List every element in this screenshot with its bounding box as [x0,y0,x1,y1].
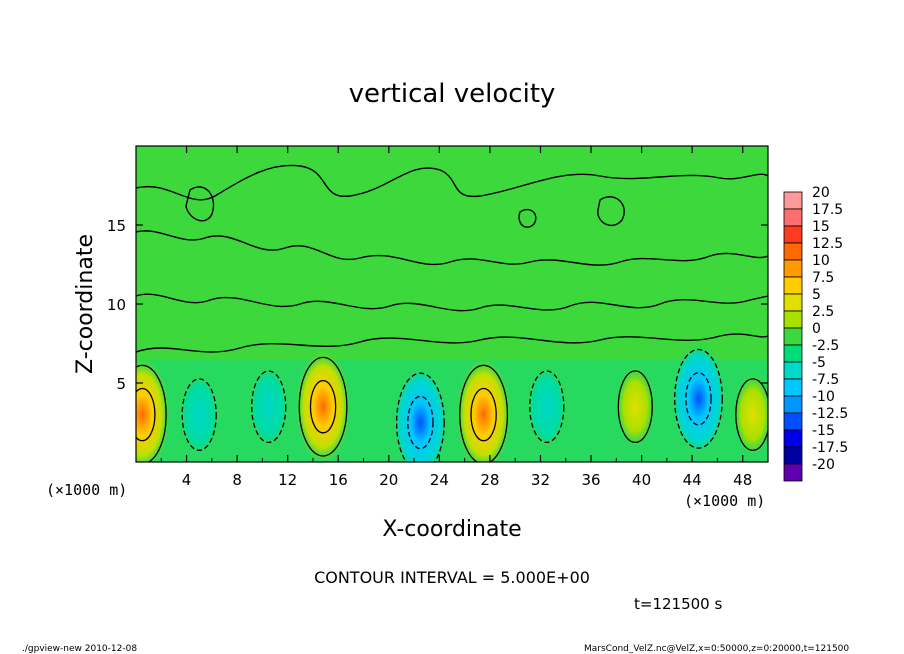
x-tick-label: 16 [329,471,348,489]
velocity-cells [136,340,768,462]
contour-line [529,370,565,444]
y-axis-ticks: 5 10 15 [107,217,768,393]
velocity-cell [392,364,449,462]
colorbar-swatch [783,191,803,210]
y-axis-unit: (×1000 m) [46,481,127,499]
colorbar-swatch [783,276,803,295]
colorbar: 2017.51512.5107.552.50-2.5-5-7.5-10-12.5… [783,185,848,482]
colorbar-swatch [783,327,803,346]
colorbar-label: 17.5 [812,202,843,218]
velocity-cell [455,356,512,462]
x-tick-label: 8 [232,471,242,489]
x-tick-label: 36 [581,471,600,489]
contour-line [395,372,445,462]
cyan-band [136,360,768,462]
colorbar-label: -17.5 [812,440,848,456]
x-tick-label: 4 [182,471,192,489]
x-axis-title: X-coordinate [382,517,521,542]
colorbar-swatch [783,310,803,329]
contour-line [298,356,348,457]
colorbar-label: -12.5 [812,406,848,422]
x-tick-label: 24 [430,471,449,489]
colorbar-label: -5 [812,355,826,371]
x-tick-label: 48 [733,471,752,489]
contour-line [181,378,217,451]
contour-line-inner [470,387,497,442]
contour-line-inner [309,379,337,434]
x-tick-label: 28 [480,471,499,489]
colorbar-swatch [783,361,803,380]
x-axis-ticks: 4 8 12 16 20 24 28 32 36 40 44 48 [160,146,752,489]
colorbar-label: 0 [812,321,821,337]
contour-line [459,364,509,462]
contour-line-inner [407,395,434,450]
upper-contours [136,164,768,353]
contour-line [674,348,723,449]
contour-line-inner [136,387,156,442]
colorbar-swatch [783,259,803,278]
field-background [136,146,768,462]
contour-line [735,378,768,451]
y-tick-label: 10 [107,296,126,314]
velocity-cell [670,340,727,457]
velocity-cell [248,364,289,449]
colorbar-label: 7.5 [812,270,834,286]
contour-line [136,364,167,462]
colorbar-swatch [783,463,803,482]
x-tick-label: 20 [379,471,398,489]
contour-line-inner [685,372,712,426]
colorbar-label: 5 [812,287,821,303]
colorbar-label: -10 [812,389,835,405]
y-axis-title: Z-coordinate [73,234,98,374]
colorbar-label: -7.5 [812,372,839,388]
colorbar-swatch [783,293,803,312]
velocity-cell [295,348,352,462]
colorbar-swatch [783,225,803,244]
colorbar-label: -20 [812,457,835,473]
contour-interval: CONTOUR INTERVAL = 5.000E+00 [314,568,590,587]
colorbar-label: -2.5 [812,338,839,354]
plot-area [136,146,768,462]
colorbar-label: 10 [812,253,830,269]
colorbar-swatch [783,378,803,397]
contour-line [617,370,653,444]
x-axis-unit: (×1000 m) [684,492,765,510]
x-tick-label: 32 [531,471,550,489]
x-tick-label: 44 [683,471,702,489]
colorbar-label: 15 [812,219,830,235]
colorbar-swatch [783,242,803,261]
contour-line [251,370,287,444]
velocity-cell [526,364,567,449]
velocity-cell [179,372,220,457]
velocity-cell [136,356,171,462]
colorbar-label: 20 [812,185,830,201]
colorbar-label: -15 [812,423,835,439]
colorbar-swatch [783,395,803,414]
y-tick-label: 5 [116,375,126,393]
colorbar-label: 2.5 [812,304,834,320]
colorbar-swatch [783,446,803,465]
colorbar-swatch [783,344,803,363]
velocity-cell [615,364,656,449]
velocity-cell [732,372,768,457]
chart-title: vertical velocity [349,79,556,109]
footer-right: MarsCond_VelZ.nc@VelZ,x=0:50000,z=0:2000… [584,644,849,654]
colorbar-swatch [783,429,803,448]
colorbar-swatch [783,208,803,227]
y-tick-label: 15 [107,217,126,235]
colorbar-swatch [783,412,803,431]
footer-left: ./gpview-new 2010-12-08 [22,644,137,654]
x-tick-label: 12 [278,471,297,489]
time-label: t=121500 s [634,595,722,613]
x-tick-label: 40 [632,471,651,489]
colorbar-label: 12.5 [812,236,843,252]
